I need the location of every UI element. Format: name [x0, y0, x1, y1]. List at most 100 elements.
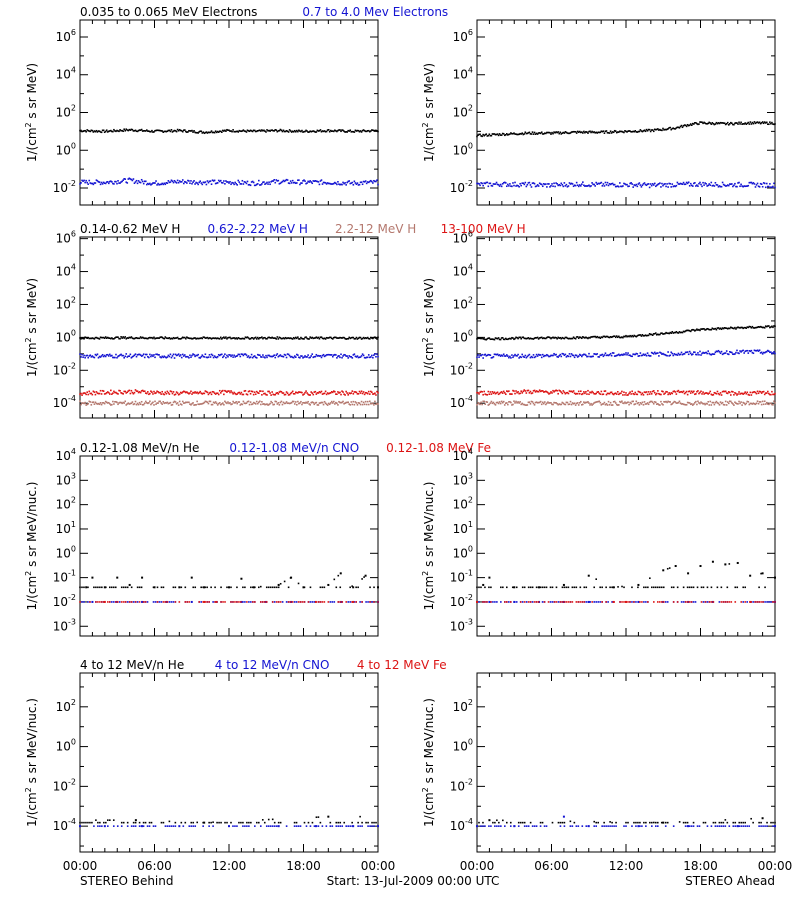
data-point-red: [482, 393, 484, 396]
data-point-blue: [707, 184, 710, 187]
data-point-black: [655, 821, 657, 824]
data-point-black: [631, 586, 633, 589]
data-point-blue: [270, 180, 272, 183]
data-point-blue: [704, 182, 706, 184]
data-point-black: [122, 336, 124, 338]
data-point-blue: [720, 350, 723, 353]
data-point-blue: [316, 355, 319, 357]
data-point-black: [188, 337, 190, 339]
data-point-black: [511, 586, 514, 589]
data-point-red: [704, 392, 706, 395]
data-point-blue: [625, 825, 627, 827]
data-point-blue: [723, 184, 726, 187]
data-point-red: [710, 393, 713, 396]
data-point-black: [135, 336, 138, 339]
data-point-black: [98, 338, 101, 340]
data-point-black: [528, 131, 531, 134]
data-point-blue: [595, 181, 597, 184]
data-point-blue: [720, 185, 723, 188]
data-point-salmon: [310, 401, 313, 404]
data-point-blue: [264, 356, 266, 359]
data-point-blue: [742, 349, 744, 352]
data-point-red: [344, 394, 346, 396]
data-point-black: [95, 129, 98, 132]
data-point-salmon: [223, 403, 225, 406]
data-point-salmon: [535, 401, 538, 403]
data-point-black: [82, 337, 84, 340]
data-point-black: [691, 122, 694, 125]
data-point-salmon: [588, 402, 590, 404]
data-point-black: [347, 129, 349, 132]
data-point-salmon: [230, 403, 232, 406]
data-point-red: [728, 601, 731, 603]
data-point-red: [611, 392, 614, 395]
data-point-salmon: [120, 401, 122, 404]
data-point-black: [758, 821, 760, 824]
data-point-red: [578, 392, 581, 395]
data-point-black: [489, 134, 492, 137]
y-tick-label: 100: [453, 141, 473, 157]
data-point-blue: [172, 353, 175, 356]
data-point-black: [516, 336, 518, 339]
data-point-salmon: [647, 403, 650, 406]
data-point-salmon: [549, 401, 551, 404]
data-point-red: [661, 390, 663, 392]
data-point-blue: [736, 349, 738, 352]
data-point-black: [374, 336, 376, 338]
data-point-red: [160, 393, 162, 395]
data-point-black: [492, 821, 494, 824]
data-point-black: [288, 129, 291, 131]
data-point-blue: [136, 354, 139, 356]
data-point-black: [645, 334, 648, 337]
data-point-salmon: [630, 402, 632, 405]
data-point-black: [239, 337, 242, 340]
data-point-black: [702, 328, 704, 330]
data-point-black: [87, 586, 89, 589]
data-point-salmon: [547, 401, 549, 403]
data-point-black: [180, 337, 183, 340]
data-point-black: [551, 336, 553, 339]
data-point-black: [585, 586, 588, 589]
data-point-black: [218, 130, 221, 133]
data-point-blue: [278, 182, 281, 185]
data-point-black: [216, 337, 219, 339]
data-point-red: [283, 393, 286, 396]
data-point-black: [506, 586, 508, 589]
data-point-red: [655, 393, 657, 396]
data-point-blue: [538, 354, 541, 356]
data-point-black: [259, 129, 261, 132]
data-point-red: [627, 394, 629, 396]
data-point-blue: [311, 182, 314, 185]
data-point-red: [660, 393, 662, 396]
data-point-blue: [650, 184, 653, 187]
data-point-blue: [315, 180, 318, 183]
data-point-red: [530, 392, 533, 395]
data-point-salmon: [554, 402, 556, 404]
data-point-red: [167, 392, 170, 394]
data-point-salmon: [96, 403, 99, 405]
data-point-black: [522, 133, 525, 136]
data-point-red: [205, 390, 208, 393]
data-point-black: [173, 337, 176, 340]
data-point-black: [281, 130, 284, 133]
data-point-blue: [124, 178, 127, 180]
data-point-blue: [556, 183, 558, 185]
data-point-black: [536, 133, 539, 135]
data-point-red: [749, 391, 752, 394]
data-point-red: [352, 600, 355, 603]
data-point-salmon: [90, 404, 93, 406]
data-point-salmon: [217, 402, 220, 405]
data-point-blue: [82, 356, 84, 359]
data-point-black: [709, 328, 712, 331]
data-point-black: [681, 331, 684, 334]
data-point-black: [309, 130, 311, 133]
data-point-black: [629, 130, 631, 132]
data-point-salmon: [137, 403, 140, 406]
data-point-black: [258, 337, 260, 340]
data-point-black: [602, 335, 605, 338]
y-tick-label: 106: [453, 230, 473, 246]
data-point-black: [567, 586, 570, 589]
data-point-red: [702, 391, 704, 393]
data-point-black: [670, 586, 673, 589]
data-point-blue: [267, 825, 270, 827]
